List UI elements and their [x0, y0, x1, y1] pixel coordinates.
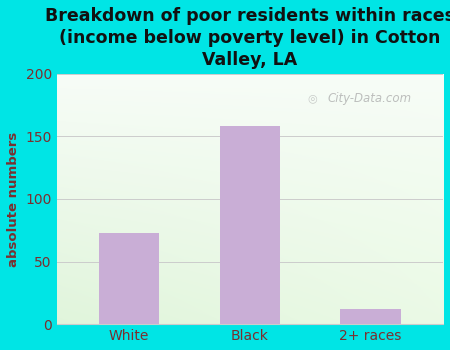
Bar	[341, 309, 401, 324]
Bar	[99, 233, 159, 324]
Text: ◎: ◎	[308, 94, 318, 104]
Title: Breakdown of poor residents within races
(income below poverty level) in Cotton
: Breakdown of poor residents within races…	[45, 7, 450, 69]
Text: City-Data.com: City-Data.com	[327, 92, 411, 105]
Y-axis label: absolute numbers: absolute numbers	[7, 131, 20, 267]
Bar	[220, 126, 280, 324]
